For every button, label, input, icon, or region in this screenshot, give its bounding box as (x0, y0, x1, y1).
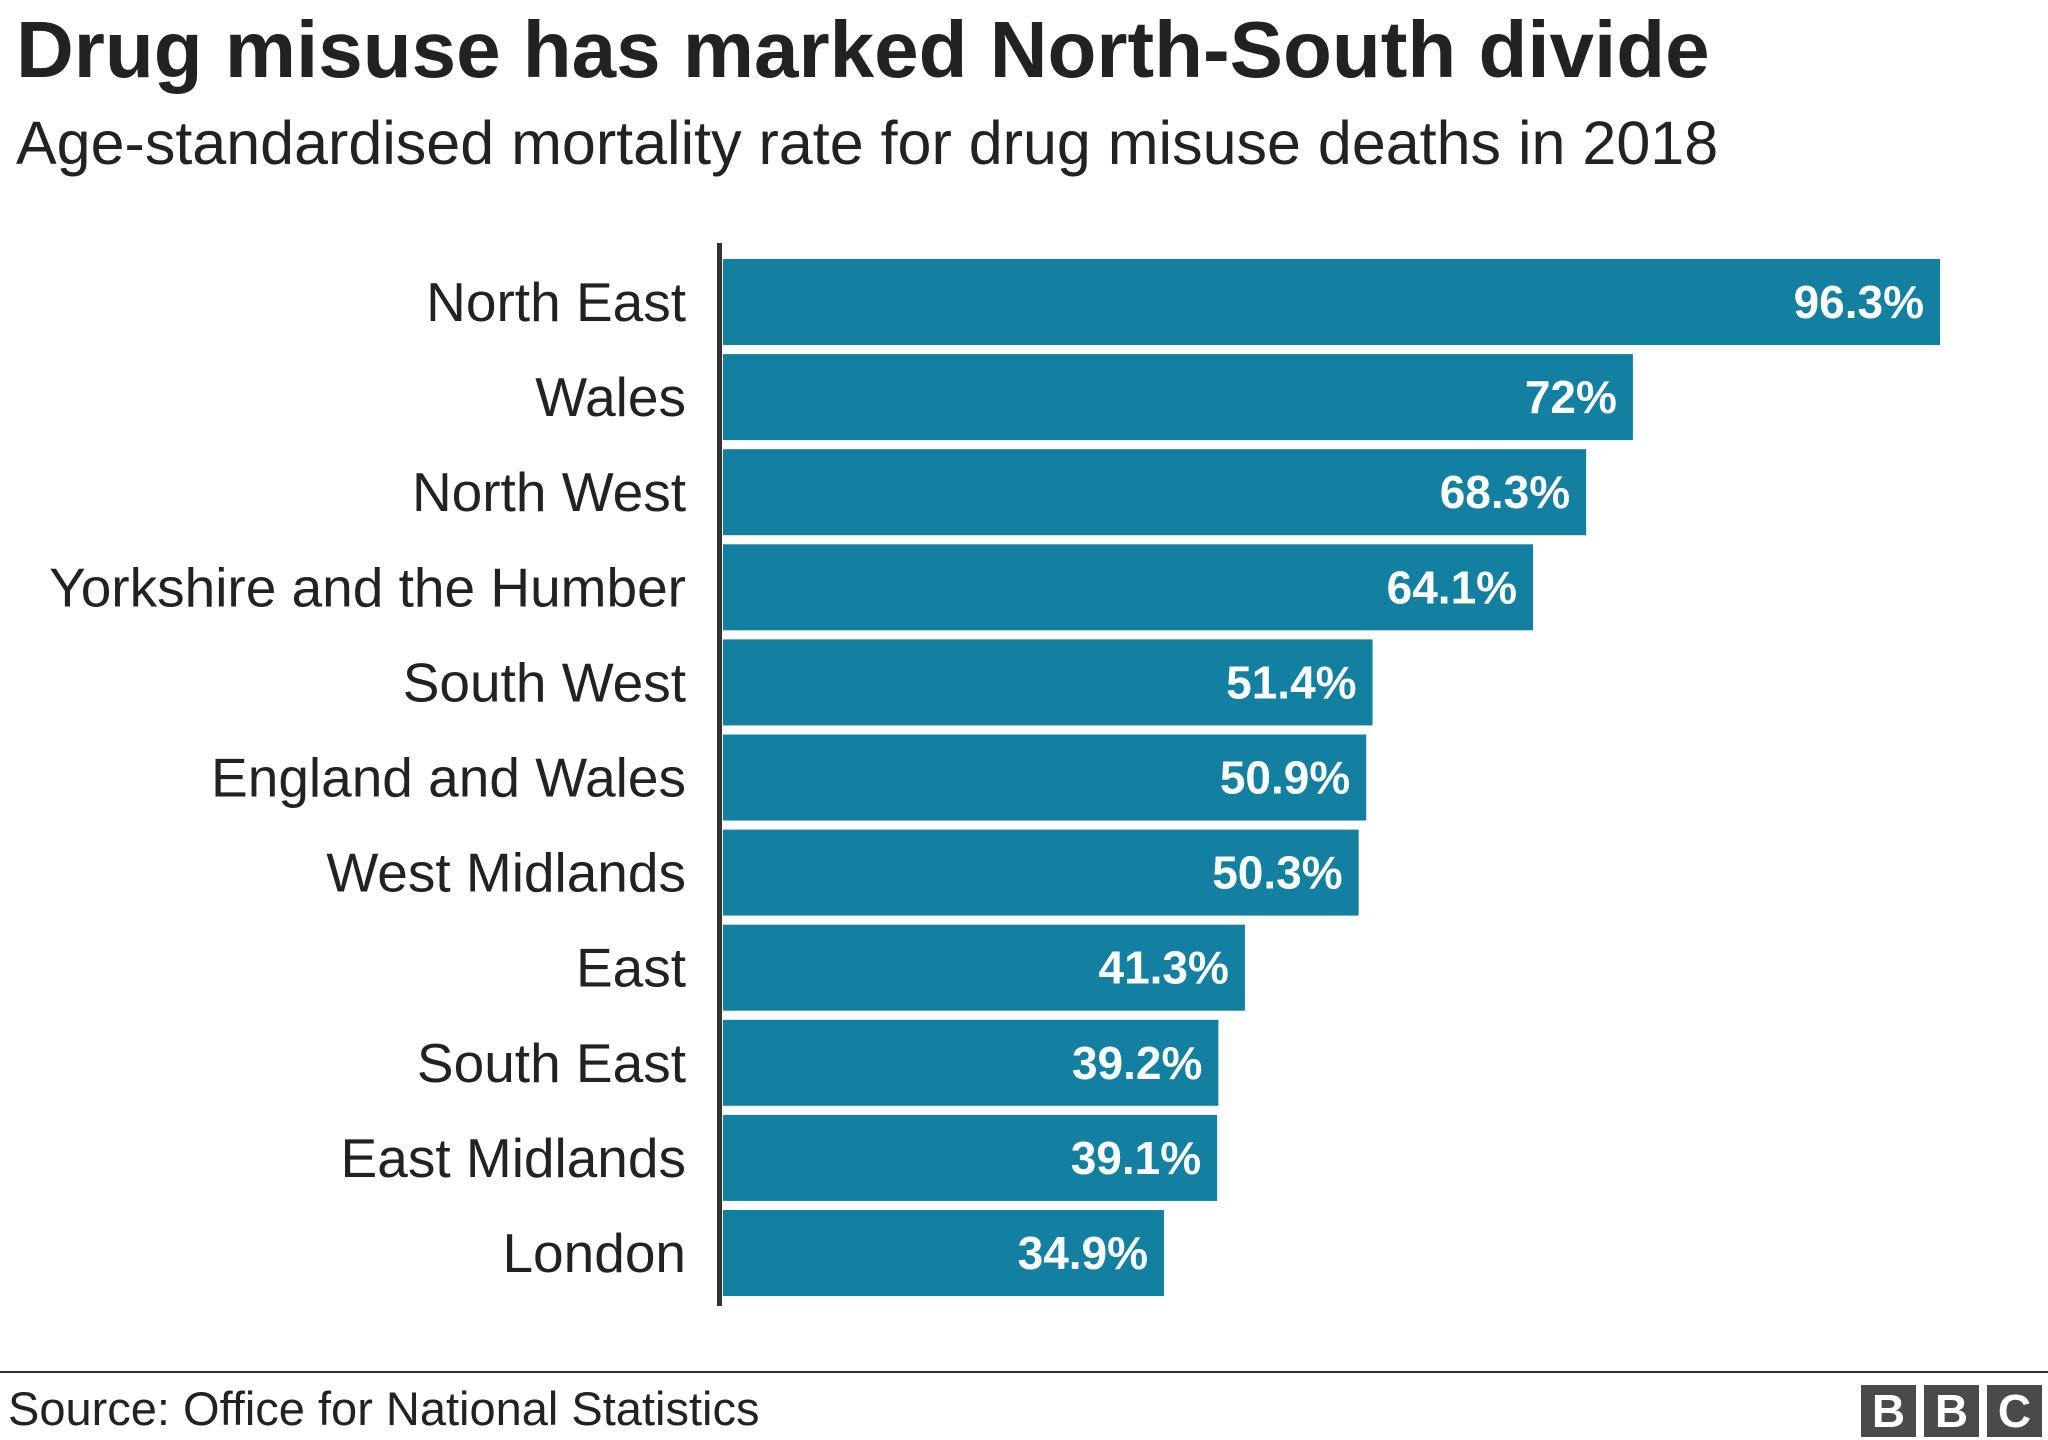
bar-south-east (723, 1019, 1219, 1106)
value-label-north-west: 68.3% (1440, 466, 1570, 518)
bar-east-midlands (723, 1114, 1218, 1201)
bar-england-and-wales (723, 734, 1367, 821)
category-label-east-midlands: East Midlands (341, 1127, 686, 1189)
value-label-north-east: 96.3% (1794, 276, 1924, 328)
value-label-west-midlands: 50.3% (1212, 847, 1342, 899)
bar-london (723, 1210, 1165, 1296)
bbc-logo-letter-b1: B (1861, 1385, 1916, 1437)
category-label-north-east: North East (426, 271, 686, 333)
category-label-north-west: North West (412, 461, 686, 523)
bar-chart: North East 96.3% Wales 72% North West 68.3% Yo… (49, 243, 1940, 1306)
bbc-logo-letter-c: C (1987, 1385, 2042, 1437)
bar-west-midlands (723, 829, 1359, 916)
chart-title: Drug misuse has marked North-South divid… (16, 5, 1710, 94)
value-label-east: 41.3% (1098, 942, 1228, 994)
chart-subtitle: Age-standardised mortality rate for drug… (16, 109, 1719, 177)
bar-yorkshire-and-the-humber (723, 544, 1534, 631)
value-label-yorkshire-and-the-humber: 64.1% (1387, 561, 1517, 613)
category-label-south-east: South East (417, 1032, 686, 1094)
value-label-south-west: 51.4% (1226, 656, 1356, 708)
bar-south-west (723, 639, 1373, 726)
category-label-london: London (502, 1222, 686, 1284)
value-label-south-east: 39.2% (1072, 1037, 1202, 1089)
value-label-england-and-wales: 50.9% (1220, 752, 1350, 804)
category-label-south-west: South West (403, 651, 686, 713)
footer-divider (0, 1371, 2048, 1373)
category-label-east: East (576, 937, 686, 999)
bbc-logo: B B C (1861, 1385, 2042, 1437)
category-label-wales: Wales (535, 366, 686, 428)
bar-wales (723, 354, 1633, 441)
source-note: Source: Office for National Statistics (8, 1382, 760, 1435)
bar-north-west (723, 449, 1587, 536)
bbc-logo-letter-b2: B (1924, 1385, 1979, 1437)
category-label-england-and-wales: England and Wales (211, 747, 686, 809)
bar-north-east (723, 259, 1940, 345)
category-label-west-midlands: West Midlands (326, 842, 686, 904)
category-label-yorkshire-and-the-humber: Yorkshire and the Humber (49, 556, 686, 618)
bar-east (723, 924, 1245, 1011)
value-label-wales: 72% (1525, 371, 1617, 423)
y-axis-line (717, 243, 722, 1306)
value-label-london: 34.9% (1018, 1227, 1148, 1279)
value-label-east-midlands: 39.1% (1071, 1132, 1201, 1184)
